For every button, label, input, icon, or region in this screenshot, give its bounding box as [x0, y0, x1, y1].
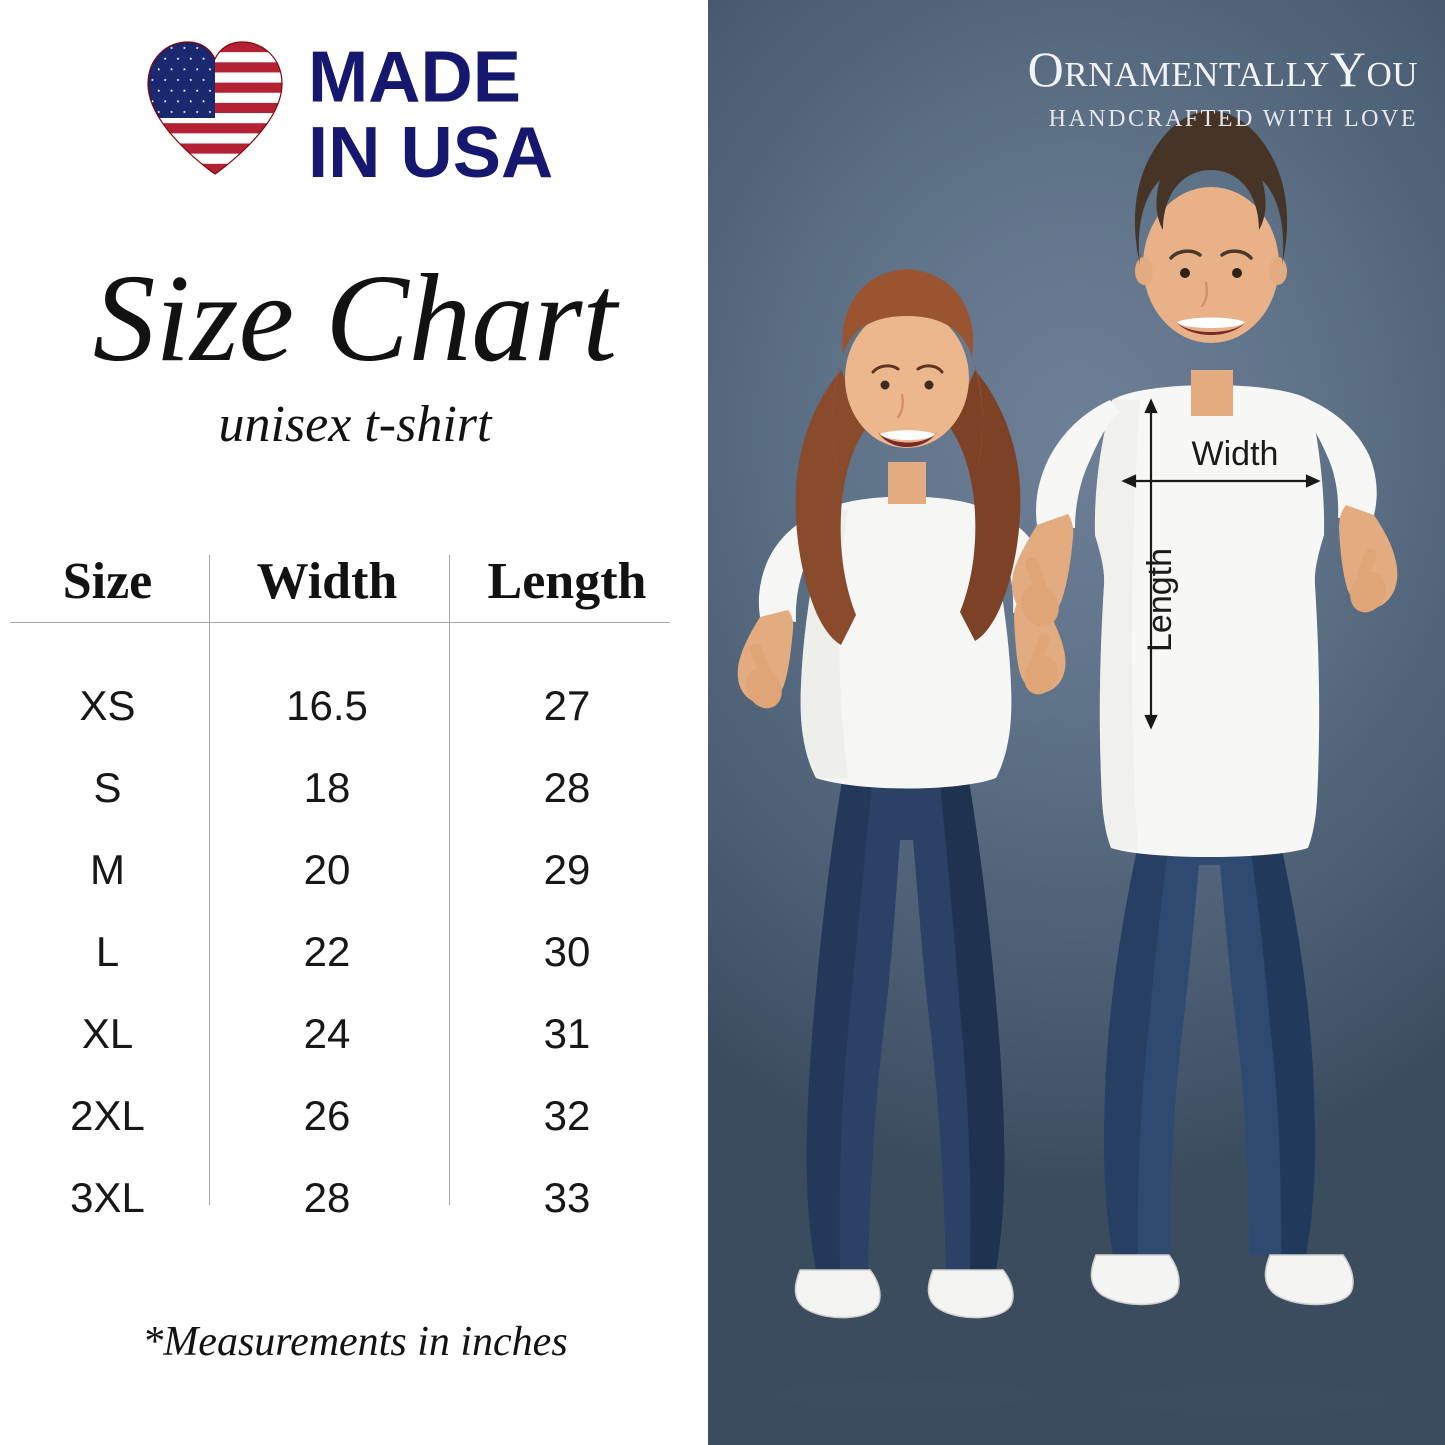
svg-text:Width: Width [1192, 435, 1279, 473]
svg-text:Length: Length [1141, 548, 1179, 652]
